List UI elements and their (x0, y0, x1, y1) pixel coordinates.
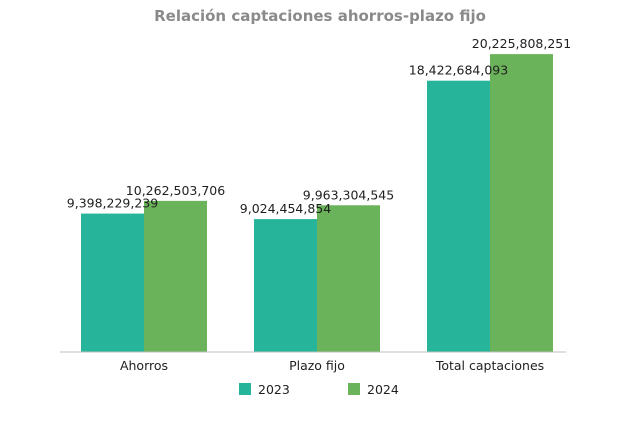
category-label-1: Plazo fijo (289, 358, 345, 373)
category-label-2: Total captaciones (435, 358, 544, 373)
value-labels-group: 9,398,229,239 9,024,454,854 18,422,684,093… (67, 36, 571, 216)
chart-title: Relación captaciones ahorros-plazo fijo (154, 7, 486, 25)
legend-swatch-2024 (348, 383, 360, 395)
data-label-2024-0: 10,262,503,706 (126, 183, 225, 198)
data-label-2024-1: 9,963,304,545 (303, 187, 394, 202)
data-label-2023-2: 18,422,684,093 (409, 63, 508, 78)
legend-label-2024: 2024 (367, 382, 399, 397)
bar-2023-1 (254, 219, 317, 352)
data-label-2023-1: 9,024,454,854 (240, 201, 331, 216)
bars-group (81, 54, 553, 353)
bar-2024-2 (490, 54, 553, 353)
legend: 2023 2024 (239, 382, 399, 397)
bar-2023-0 (81, 213, 144, 352)
bar-2023-2 (427, 80, 490, 352)
category-label-0: Ahorros (120, 358, 168, 373)
bar-2024-0 (144, 200, 207, 352)
bar-2024-1 (317, 205, 380, 352)
legend-label-2023: 2023 (258, 382, 290, 397)
category-labels-group: Ahorros Plazo fijo Total captaciones (120, 358, 544, 373)
legend-swatch-2023 (239, 383, 251, 395)
data-label-2023-0: 9,398,229,239 (67, 196, 158, 211)
data-label-2024-2: 20,225,808,251 (472, 36, 571, 51)
